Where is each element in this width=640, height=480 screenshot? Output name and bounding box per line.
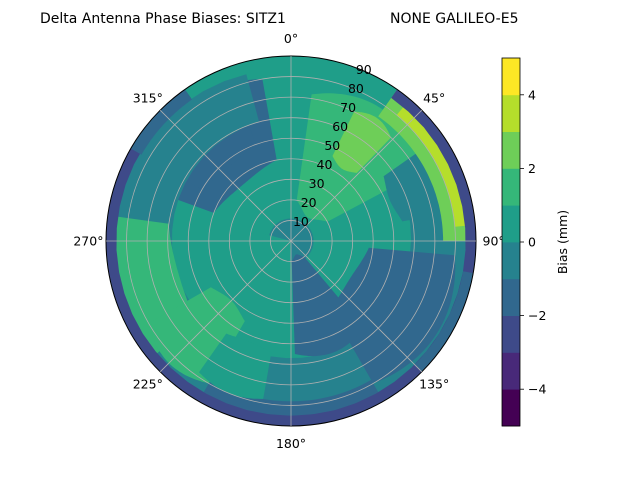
colorbar-segment xyxy=(502,389,520,427)
field-nnw-rim xyxy=(130,89,192,155)
radial-tick-label: 90 xyxy=(356,62,372,77)
radial-tick-label: 50 xyxy=(324,138,340,153)
radial-tick-label: 60 xyxy=(332,119,348,134)
colorbar-segment xyxy=(502,94,520,132)
radial-tick-label: 40 xyxy=(317,157,333,172)
colorbar-tick-label: 0 xyxy=(528,235,536,250)
field-inner-west xyxy=(262,233,291,270)
colorbar-segment xyxy=(502,352,520,390)
colorbar-segment xyxy=(502,242,520,280)
colorbar-tick-label: 4 xyxy=(528,87,536,102)
angular-tick-label: 180° xyxy=(276,436,306,451)
angular-tick-label: 315° xyxy=(133,90,163,105)
radial-tick-label: 20 xyxy=(301,195,317,210)
angular-gridline xyxy=(290,240,423,373)
chart-title-left: Delta Antenna Phase Biases: SITZ1 xyxy=(40,11,286,27)
angular-gridline xyxy=(290,109,423,242)
colorbar-tick-label: −2 xyxy=(528,308,546,323)
field-ne-light xyxy=(332,111,391,173)
radial-tick-label: 70 xyxy=(340,100,356,115)
colorbar-segment xyxy=(502,58,520,96)
angular-tick-label: 45° xyxy=(423,90,445,105)
angular-gridline xyxy=(159,109,292,242)
radial-tick-label: 80 xyxy=(348,81,364,96)
radial-tick-label: 10 xyxy=(293,214,309,229)
angular-tick-label: 90° xyxy=(483,234,505,249)
field-sse xyxy=(291,254,364,357)
colorbar: −4 −2 0 2 4 xyxy=(501,57,546,427)
colorbar-segment xyxy=(502,315,520,353)
colorbar-tick-label: −4 xyxy=(528,382,546,397)
angular-gridline xyxy=(159,240,292,373)
colorbar-segment xyxy=(502,278,520,316)
field-ssw-teal xyxy=(199,333,272,399)
angular-tick-label: 0° xyxy=(284,31,298,46)
chart-title-right: NONE GALILEO-E5 xyxy=(390,11,518,27)
colorbar-label: Bias (mm) xyxy=(555,210,570,274)
colorbar-segment xyxy=(502,205,520,243)
angular-tick-label: 225° xyxy=(133,377,163,392)
polar-grid xyxy=(105,55,477,427)
angular-tick-label: 270° xyxy=(73,234,103,249)
colorbar-tick-label: 2 xyxy=(528,161,536,176)
radial-tick-label: 30 xyxy=(309,176,325,191)
colorbar-segment xyxy=(502,168,520,206)
field-ese xyxy=(330,247,456,384)
polar-tick-labels: 0° 45° 90° 135° 180° 225° 270° 315° 10 20 30 40 50 60… xyxy=(73,31,504,451)
colorbar-segment xyxy=(502,131,520,169)
field-se-rim xyxy=(414,271,474,372)
angular-tick-label: 135° xyxy=(419,377,449,392)
